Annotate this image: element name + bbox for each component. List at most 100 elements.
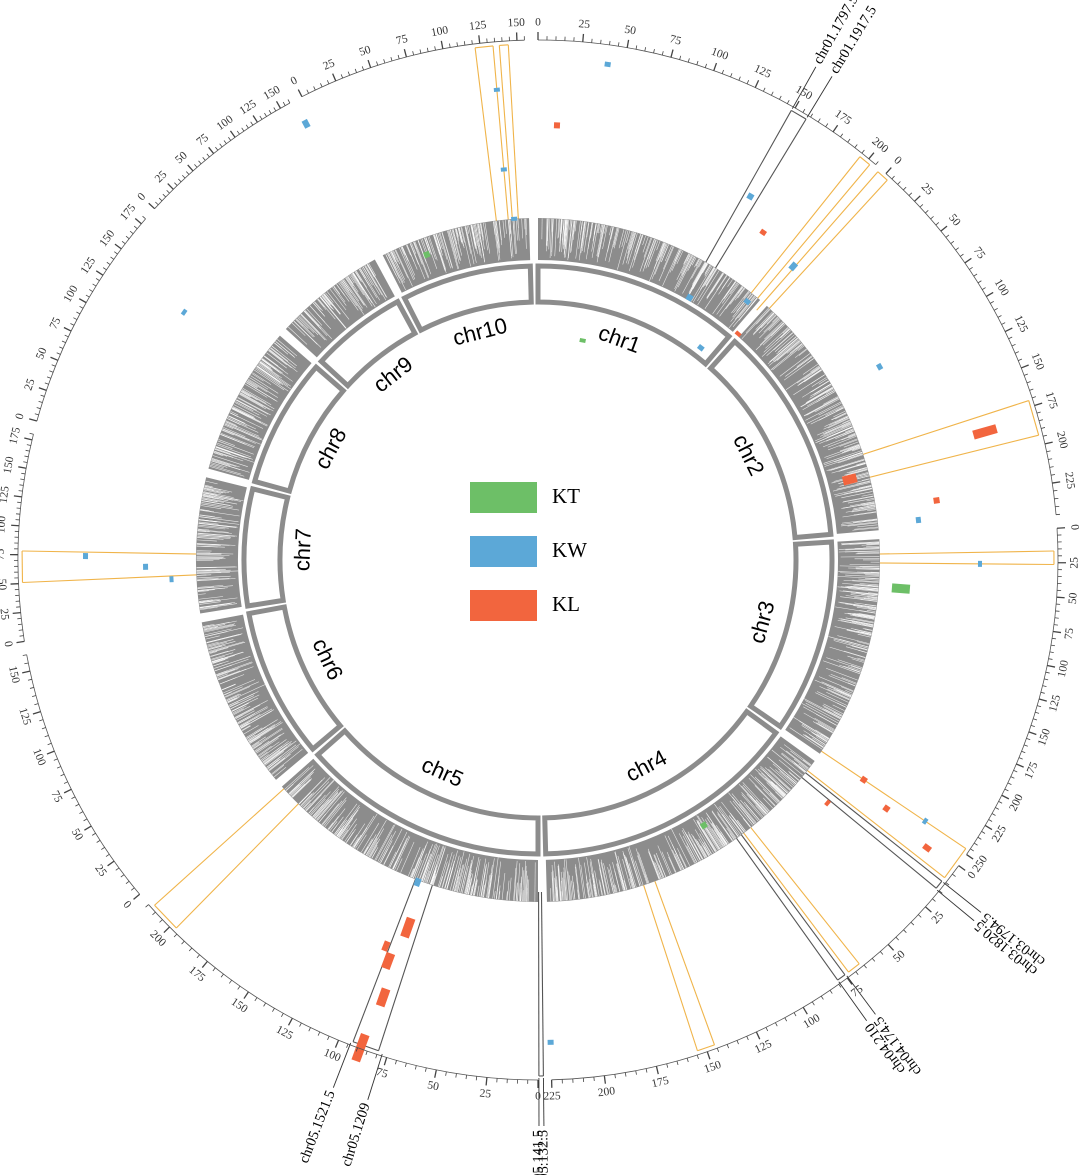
density-gap-line <box>314 301 321 310</box>
density-gap-line <box>651 243 667 280</box>
density-gap-line <box>775 784 787 795</box>
density-gap-line <box>644 238 655 267</box>
scale-tick <box>208 146 215 154</box>
density-gap-line <box>841 423 852 428</box>
density-gap-line <box>799 369 822 385</box>
density-gap-line <box>202 493 242 502</box>
density-gap-line <box>461 227 471 267</box>
density-gap-line <box>224 424 234 430</box>
density-gap-line <box>215 448 231 454</box>
density-gap-line <box>199 598 220 603</box>
scale-tick <box>434 1069 437 1078</box>
density-gap-line <box>840 519 878 525</box>
density-gap-line <box>364 265 378 287</box>
scale-tick-label: 100 <box>0 515 8 533</box>
density-gap-line <box>314 301 323 311</box>
density-gap-line <box>592 223 597 242</box>
density-gap-line <box>457 881 461 892</box>
density-gap-line <box>661 851 672 875</box>
scale-tick <box>383 1057 388 1066</box>
highlight-link-cap <box>154 904 177 929</box>
scale-tick-label: 225 <box>543 1090 561 1102</box>
scale-tick <box>29 418 38 422</box>
density-gap-line <box>289 771 314 795</box>
density-gap-line <box>847 655 865 662</box>
density-gap-line <box>738 298 758 321</box>
density-gap-line <box>745 804 760 821</box>
scale-tick <box>998 801 1003 804</box>
density-gap-line <box>220 432 255 448</box>
density-gap-line <box>266 352 287 369</box>
scale-arc-chr6 <box>26 654 140 895</box>
highlight-link-line <box>869 550 1054 555</box>
density-gap-line <box>449 855 460 891</box>
density-gap-line <box>589 878 593 898</box>
scale-tick <box>320 83 323 88</box>
density-band-chr8 <box>208 335 312 480</box>
density-gap-line <box>624 854 635 888</box>
density-gap-line <box>344 824 357 842</box>
density-gap-line <box>844 612 875 619</box>
scale-tick <box>1023 373 1029 376</box>
density-gap-line <box>823 417 849 430</box>
qtl-mark-kw <box>180 308 188 316</box>
highlight-link-line <box>22 573 207 584</box>
scale-tick <box>973 273 978 277</box>
density-gap-line <box>264 355 279 367</box>
density-gap-line <box>452 870 459 891</box>
density-gap-line <box>368 263 377 276</box>
density-gap-line <box>240 722 250 728</box>
density-gap-line <box>614 851 626 891</box>
density-gap-line <box>750 774 779 803</box>
density-gap-line <box>850 619 874 625</box>
density-gap-line <box>852 613 875 618</box>
scale-tick <box>47 742 52 746</box>
scale-tick <box>75 803 80 807</box>
density-gap-line <box>801 725 828 742</box>
density-gap-line <box>202 497 238 505</box>
density-gap-line <box>416 853 427 880</box>
density-gap-line <box>488 875 493 898</box>
density-gap-line <box>591 223 597 252</box>
density-gap-line <box>316 791 342 821</box>
scale-tick <box>478 35 481 44</box>
scale-tick <box>930 216 934 220</box>
density-gap-line <box>598 879 603 896</box>
scale-tick <box>1029 388 1034 391</box>
density-gap-line <box>292 778 312 798</box>
density-gap-line <box>509 219 512 242</box>
scale-tick <box>945 882 950 886</box>
scale-tick <box>102 267 107 271</box>
scale-tick <box>991 813 996 816</box>
density-gap-line <box>197 530 207 532</box>
density-gap-line <box>392 841 407 870</box>
density-gap-line <box>739 803 756 824</box>
density-gap-line <box>212 455 248 467</box>
density-gap-line <box>847 522 878 527</box>
scale-tick <box>1034 402 1043 407</box>
density-gap-line <box>718 277 731 295</box>
density-gap-line <box>310 798 326 816</box>
density-gap-line <box>731 290 749 314</box>
density-gap-line <box>824 453 863 467</box>
density-gap-line <box>674 254 692 290</box>
density-gap-line <box>557 865 561 901</box>
density-gap-line <box>345 277 366 306</box>
density-gap-line <box>198 522 238 528</box>
scale-tick <box>847 138 851 143</box>
qtl-mark-kw <box>413 877 422 888</box>
density-gap-line <box>335 819 348 836</box>
density-gap-line <box>401 246 406 255</box>
ideogram-chr2 <box>707 337 834 541</box>
density-gap-line <box>495 221 501 253</box>
density-gap-line <box>706 272 724 299</box>
density-gap-line <box>743 291 750 299</box>
qtl-mark-kl <box>351 1033 370 1063</box>
density-gap-line <box>571 880 574 900</box>
density-gap-line <box>818 378 828 385</box>
density-gap-line <box>696 820 716 852</box>
density-gap-line <box>804 734 824 748</box>
density-gap-line <box>835 488 872 497</box>
density-gap-line <box>817 721 834 732</box>
density-gap-line <box>767 774 788 794</box>
